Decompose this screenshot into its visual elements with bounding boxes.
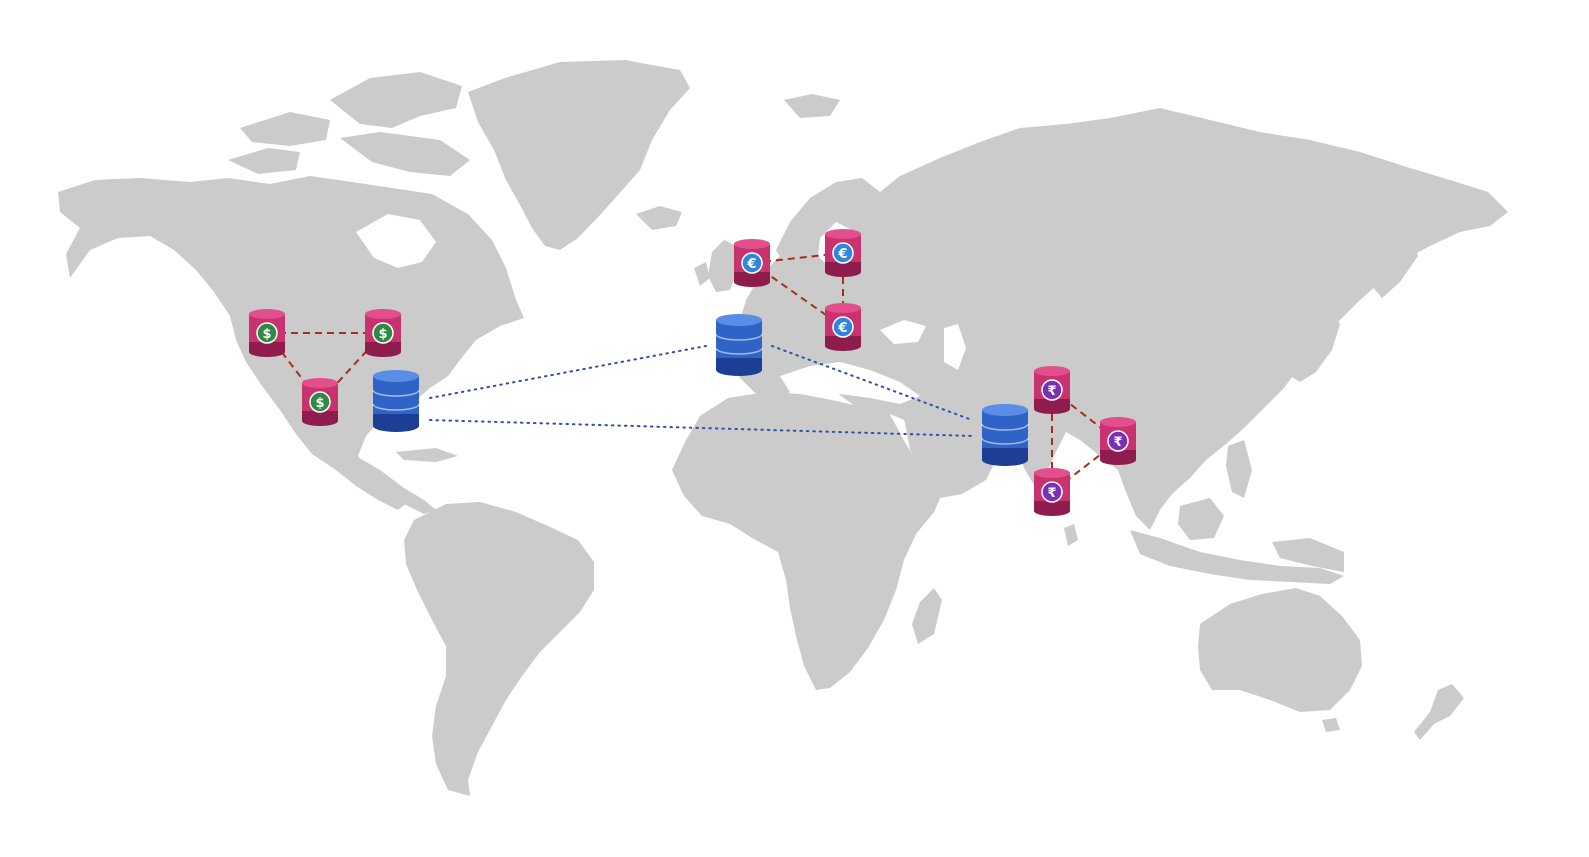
greenland	[468, 60, 690, 250]
hub-link	[429, 419, 975, 437]
node-layer: $ $ $ € € € ₹ ₹ ₹	[249, 229, 1136, 516]
dollar-icon: $	[372, 322, 394, 344]
svg-text:€: €	[837, 247, 847, 262]
dollar-icon: $	[256, 322, 278, 344]
british-isles	[708, 240, 738, 292]
japan	[1290, 312, 1340, 382]
scandinavia	[776, 178, 880, 270]
regional-database-na-1: $	[249, 309, 285, 357]
caspian-sea	[944, 324, 966, 370]
regional-database-in-1: ₹	[1034, 366, 1070, 414]
ireland	[694, 262, 710, 286]
regional-database-in-3: ₹	[1034, 468, 1070, 516]
sri-lanka	[1064, 524, 1078, 546]
euro-icon: €	[832, 316, 854, 338]
arabia	[904, 406, 998, 498]
arctic-islands	[330, 72, 462, 128]
euro-icon: €	[741, 252, 763, 274]
svg-text:₹: ₹	[1047, 486, 1056, 501]
dollar-icon: $	[309, 391, 331, 413]
south-america	[404, 502, 594, 796]
svg-text:$: $	[262, 327, 271, 342]
regional-database-in-2: ₹	[1100, 417, 1136, 465]
tasmania	[1322, 718, 1340, 732]
borneo	[1178, 498, 1224, 540]
australia	[1198, 588, 1362, 712]
svalbard	[784, 94, 840, 118]
svg-text:₹: ₹	[1113, 435, 1122, 450]
central-america	[356, 456, 436, 514]
madagascar	[912, 588, 942, 644]
hub-link	[429, 345, 707, 399]
rupee-icon: ₹	[1041, 379, 1063, 401]
rupee-icon: ₹	[1107, 430, 1129, 452]
black-sea	[880, 320, 926, 344]
rupee-icon: ₹	[1041, 481, 1063, 503]
hub-link	[771, 345, 973, 421]
svg-text:€: €	[746, 257, 756, 272]
mediterranean-sea	[780, 362, 920, 404]
svg-text:$: $	[315, 396, 324, 411]
iceland	[636, 206, 682, 230]
svg-text:₹: ₹	[1047, 384, 1056, 399]
svg-text:€: €	[837, 321, 847, 336]
euro-icon: €	[832, 242, 854, 264]
philippines	[1226, 440, 1252, 498]
arctic-islands	[240, 112, 330, 146]
arctic-islands	[228, 148, 300, 174]
regional-database-eu-2: €	[825, 229, 861, 277]
hub-database-hub-eu	[715, 314, 763, 376]
hudson-bay	[356, 214, 436, 268]
caribbean-islands	[396, 448, 458, 462]
africa	[672, 392, 942, 690]
new-guinea	[1272, 538, 1344, 572]
svg-text:$: $	[378, 327, 387, 342]
kamchatka	[1372, 238, 1418, 298]
hub-database-hub-na	[372, 370, 420, 432]
regional-database-na-3: $	[302, 378, 338, 426]
indonesia	[1130, 530, 1344, 584]
regional-database-eu-1: €	[734, 239, 770, 287]
arctic-islands	[340, 132, 470, 176]
regional-database-na-2: $	[365, 309, 401, 357]
hub-database-hub-asia	[981, 404, 1029, 466]
landmass-layer	[58, 60, 1508, 796]
regional-database-eu-3: €	[825, 303, 861, 351]
new-zealand	[1414, 684, 1464, 740]
